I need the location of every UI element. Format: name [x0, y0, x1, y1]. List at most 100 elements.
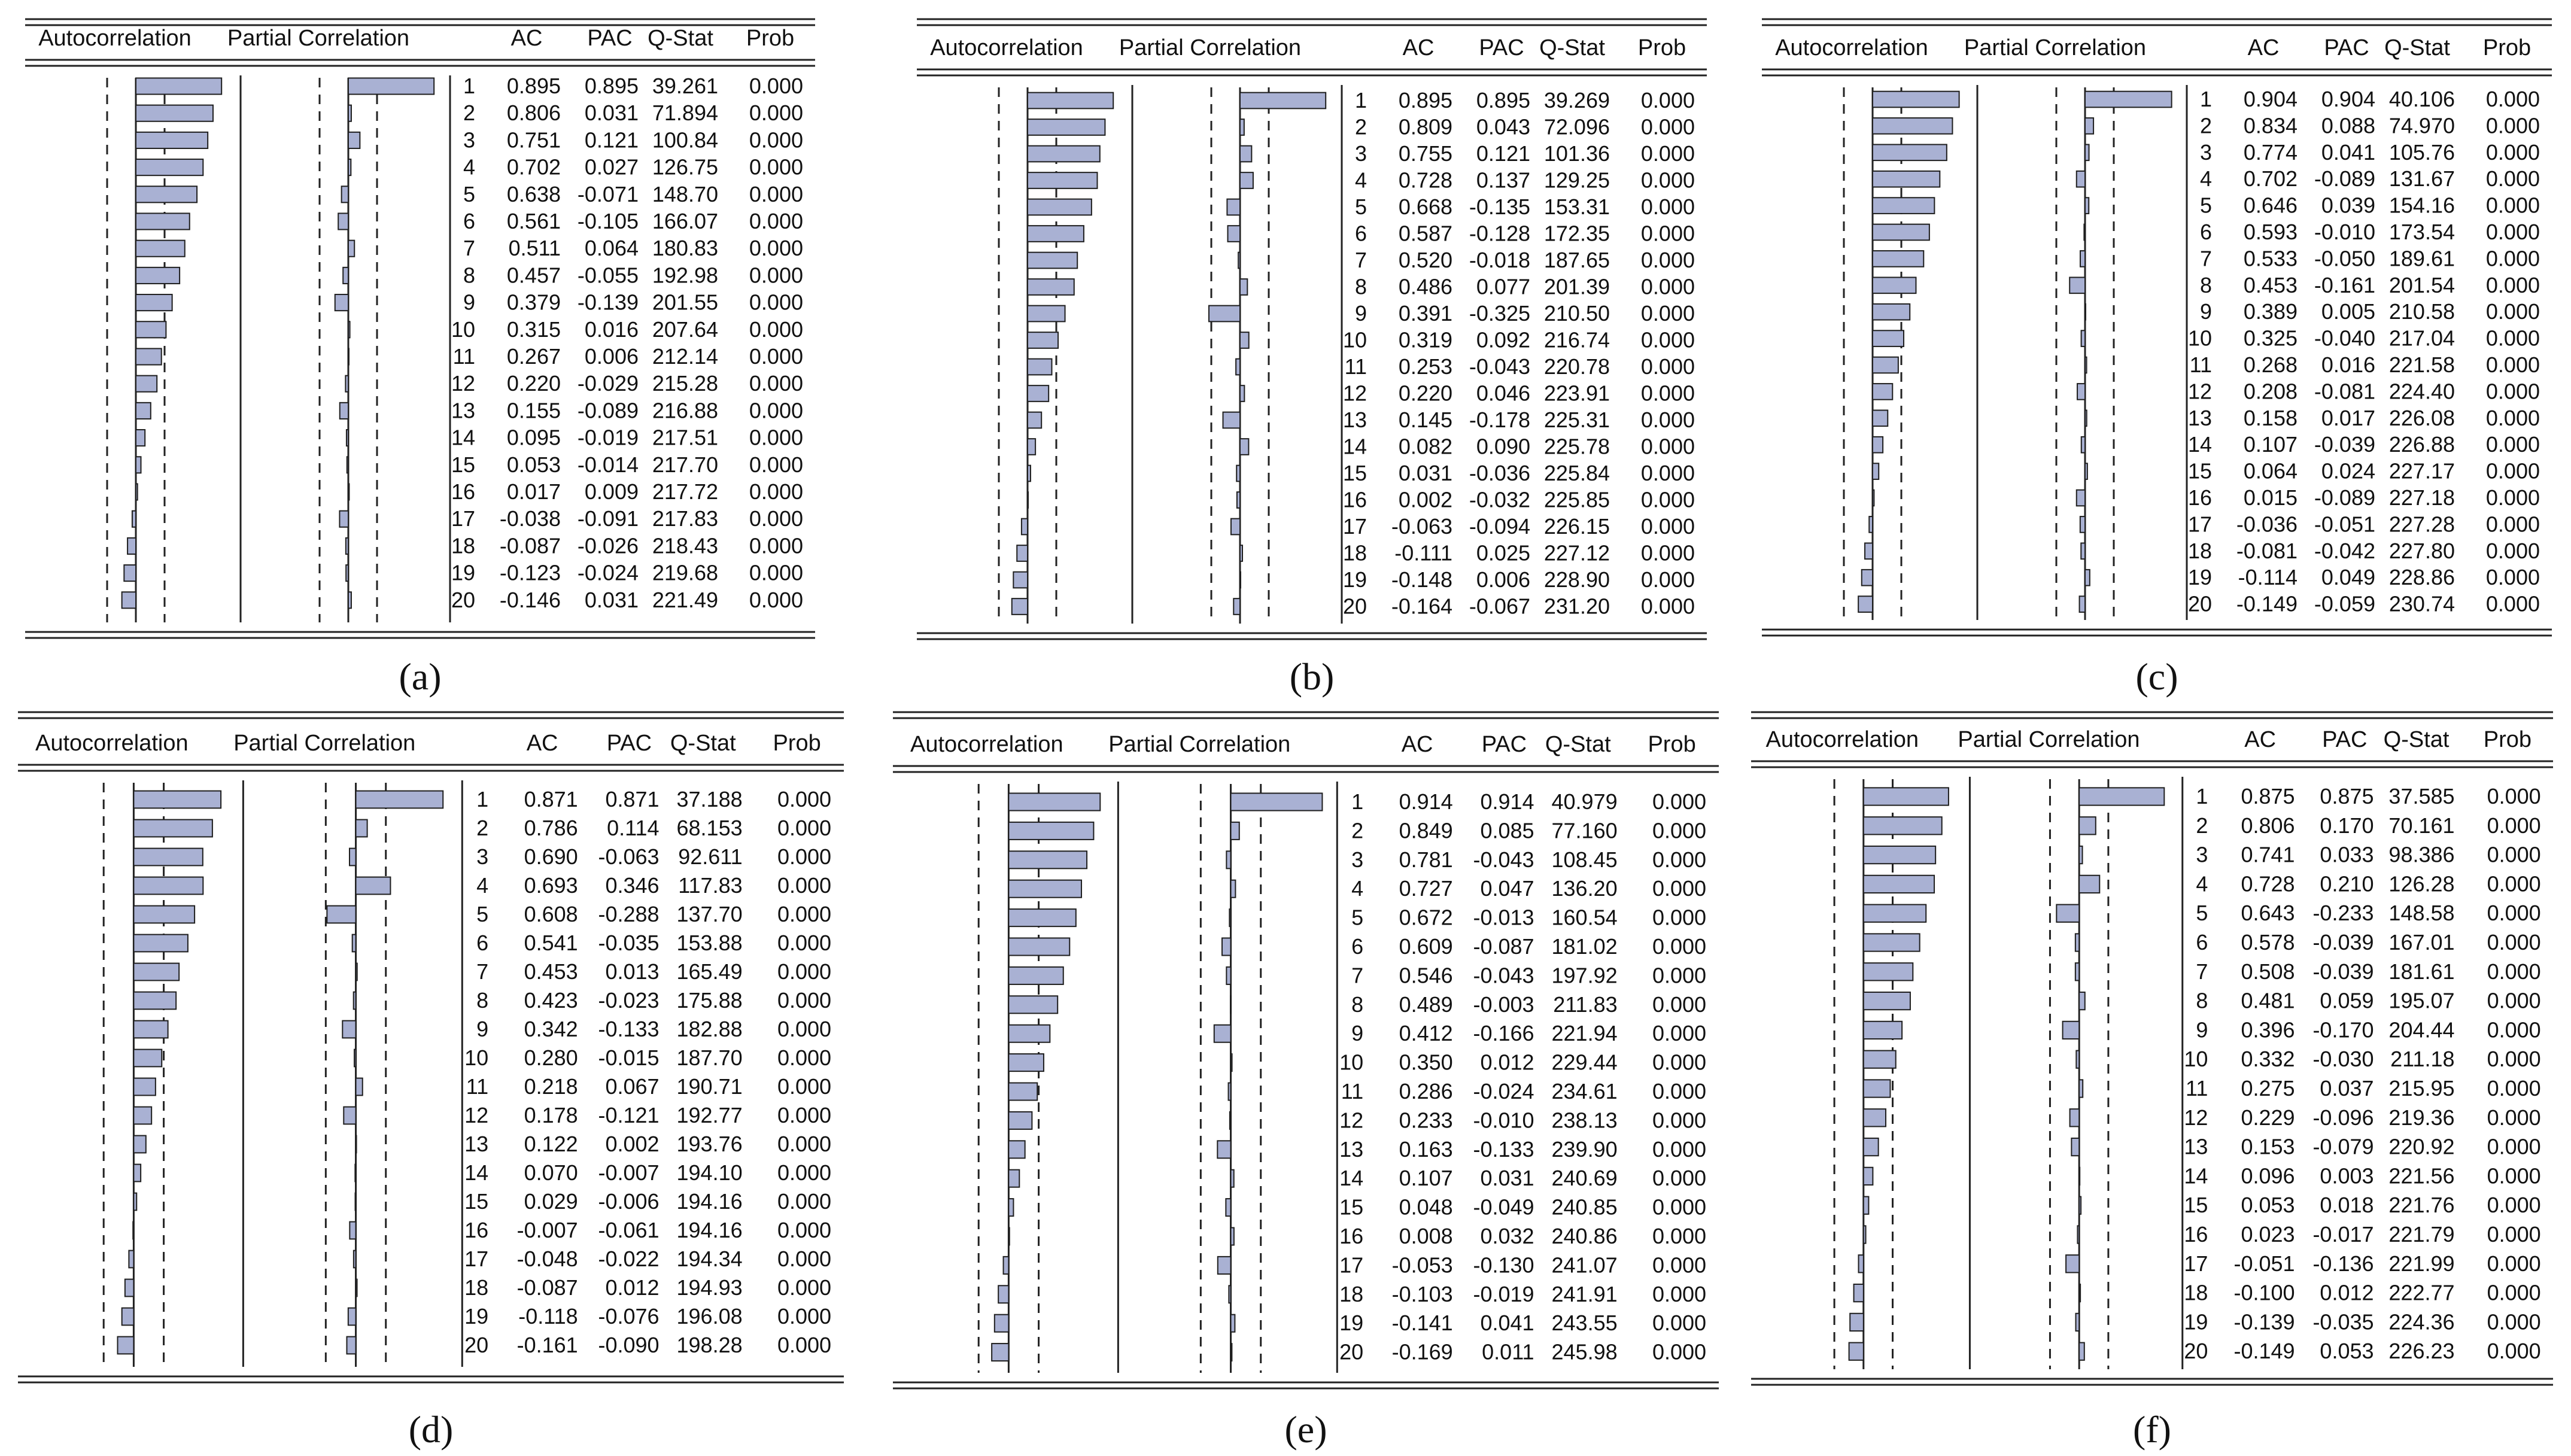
- panel-b-prob-value-18: 0.000: [1641, 541, 1695, 566]
- panel-f-prob-value-11: 0.000: [2487, 1076, 2541, 1101]
- panel-e-ac-value-12: 0.233: [1399, 1108, 1453, 1132]
- panel-d-pac-bar-2: [355, 819, 368, 838]
- panel-e-prob-value-7: 0.000: [1652, 963, 1706, 987]
- panel-e-lag-9: 9: [1351, 1021, 1363, 1045]
- panel-f-pac-bar-1: [2078, 787, 2165, 806]
- panel-b-pac-bar-10: [1239, 332, 1250, 349]
- panel-d-prob-value-15: 0.000: [777, 1189, 831, 1214]
- panel-b-lag-13: 13: [1343, 408, 1367, 432]
- panel-b-ac-bar-15: [1027, 464, 1031, 482]
- panel-d-pac-bar-8: [352, 991, 357, 1010]
- panel-c-ac-bar-18: [1864, 542, 1874, 560]
- panel-a-prob-value-4: 0.000: [749, 155, 803, 180]
- panel-e-lag-7: 7: [1351, 963, 1363, 987]
- panel-d-qstat-value-16: 194.16: [677, 1218, 743, 1242]
- panel-d-prob-value-13: 0.000: [777, 1132, 831, 1156]
- panel-e-pac-bar-13: [1217, 1140, 1232, 1159]
- panel-e-qstat-value-6: 181.02: [1552, 934, 1618, 959]
- panel-d-lag-19: 19: [464, 1304, 488, 1329]
- panel-c-pac-value-6: -0.010: [2314, 220, 2375, 244]
- panel-d-ac-bar-1: [133, 790, 222, 809]
- panel-b-ac-value-19: -0.148: [1391, 567, 1452, 592]
- panel-a-prob-value-11: 0.000: [749, 344, 803, 369]
- panel-a-ac-bar-20: [121, 591, 136, 609]
- panel-d-ac-value-18: -0.087: [517, 1275, 578, 1300]
- panel-b-qstat-value-16: 225.85: [1544, 488, 1610, 512]
- panel-b-ac-value-3: 0.755: [1399, 141, 1452, 166]
- panel-d-ac-value-6: 0.541: [524, 931, 578, 955]
- panel-e-prob-value-12: 0.000: [1652, 1108, 1706, 1132]
- panel-d-pac-value-10: -0.015: [598, 1045, 660, 1070]
- panel-a-header-4: Q-Stat: [648, 26, 713, 51]
- panel-c-lag-1: 1: [2200, 87, 2212, 111]
- panel-c-ac-value-7: 0.533: [2244, 246, 2298, 270]
- panel-b-lag-8: 8: [1355, 275, 1367, 299]
- panel-e-pac-value-17: -0.130: [1473, 1253, 1534, 1277]
- panel-c-prob-value-12: 0.000: [2486, 379, 2540, 403]
- panel-c-ac-bar-9: [1872, 303, 1911, 321]
- panel-a-header-5: Prob: [746, 26, 794, 51]
- panel-c-lag-2: 2: [2200, 113, 2212, 138]
- panel-f-pac-bar-5: [2056, 904, 2080, 923]
- panel-d-pac-value-7: 0.013: [605, 959, 659, 984]
- panel-a-lag-17: 17: [451, 506, 475, 531]
- panel-d-ac-bar-6: [133, 934, 189, 953]
- panel-b-pac-bar-2: [1239, 118, 1245, 136]
- panel-c-lag-5: 5: [2200, 193, 2212, 218]
- panel-b-qstat-value-8: 201.39: [1544, 275, 1610, 299]
- panel-a-lag-12: 12: [451, 371, 475, 396]
- panel-c-ac-value-13: 0.158: [2244, 406, 2298, 430]
- panel-e-pac-value-19: 0.041: [1480, 1311, 1534, 1335]
- panel-d-ac-bar-2: [133, 819, 213, 838]
- panel-b-prob-value-14: 0.000: [1641, 434, 1695, 459]
- panel-e-pac-value-1: 0.914: [1480, 789, 1534, 814]
- panel-e-pac-bar-12: [1229, 1111, 1232, 1130]
- panel-f-ac-bar-14: [1862, 1166, 1874, 1186]
- panel-b-prob-value-6: 0.000: [1641, 221, 1695, 246]
- panel-a-ac-bar-14: [135, 429, 146, 447]
- panel-b-lag-3: 3: [1355, 141, 1367, 166]
- panel-a-ac-value-10: 0.315: [507, 317, 561, 342]
- panel-f-pac-value-4: 0.210: [2320, 871, 2374, 896]
- panel-f-qstat-value-3: 98.386: [2388, 843, 2454, 867]
- panel-b-prob-value-10: 0.000: [1641, 328, 1695, 352]
- panel-f-lag-11: 11: [2186, 1076, 2208, 1101]
- panel-b-header-2: AC: [1403, 35, 1435, 60]
- panel-b-lag-20: 20: [1343, 594, 1367, 619]
- panel-c-lag-6: 6: [2200, 220, 2212, 244]
- panel-e-pac-bar-5: [1229, 908, 1232, 928]
- panel-b-caption: (b): [1290, 655, 1335, 698]
- panel-c-pac-bar-18: [2080, 542, 2086, 560]
- panel-b-pac-bar-18: [1239, 545, 1243, 562]
- panel-d-qstat-value-8: 175.88: [677, 988, 743, 1013]
- panel-d-lag-15: 15: [464, 1189, 488, 1214]
- panel-d-header-5: Prob: [773, 731, 820, 756]
- panel-a-qstat-value-18: 218.43: [652, 533, 718, 558]
- panel-d-pac-bar-4: [355, 876, 391, 895]
- panel-d-pac-value-15: -0.006: [598, 1189, 660, 1214]
- panel-f-caption: (f): [2133, 1408, 2171, 1451]
- panel-e-prob-value-16: 0.000: [1652, 1224, 1706, 1248]
- panel-f-ac-value-4: 0.728: [2241, 871, 2295, 896]
- panel-e-header-5: Prob: [1648, 732, 1695, 757]
- panel-c-prob-value-1: 0.000: [2486, 87, 2540, 111]
- panel-b-ac-value-4: 0.728: [1399, 168, 1452, 193]
- panel-c-pac-bar-19: [2084, 569, 2090, 586]
- panel-a-lag-1: 1: [463, 74, 475, 98]
- panel-d-pac-bar-12: [343, 1106, 357, 1125]
- panel-c-ac-bar-16: [1872, 489, 1875, 507]
- panel-d-prob-value-11: 0.000: [777, 1074, 831, 1099]
- panel-c-ac-bar-4: [1872, 170, 1941, 188]
- panel-c-qstat-value-5: 154.16: [2389, 193, 2455, 218]
- panel-c-pac-bar-11: [2084, 356, 2087, 374]
- panel-f-qstat-value-19: 224.36: [2388, 1309, 2454, 1334]
- panel-d-ac-value-17: -0.048: [517, 1247, 578, 1271]
- panel-c-header-5: Prob: [2483, 35, 2531, 60]
- panel-b-ac-bar-2: [1027, 118, 1106, 136]
- panel-a-prob-value-19: 0.000: [749, 561, 803, 585]
- panel-a-ac-value-8: 0.457: [507, 263, 561, 287]
- panel-d-ac-bar-4: [133, 876, 204, 895]
- panel-a-pac-bar-1: [348, 77, 435, 95]
- panel-c-lag-7: 7: [2200, 246, 2212, 270]
- panel-b-lag-14: 14: [1343, 434, 1367, 459]
